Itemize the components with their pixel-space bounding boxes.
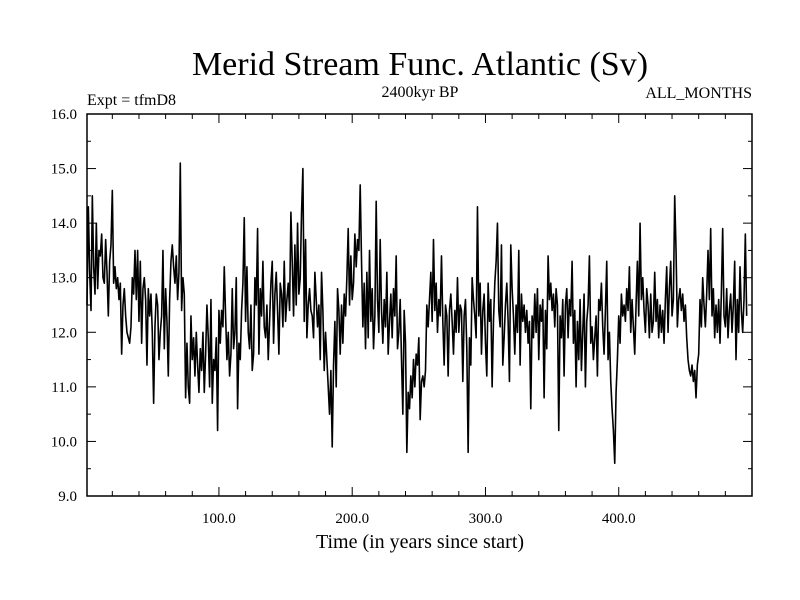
- y-tick-label: 9.0: [58, 489, 77, 505]
- months-label: ALL_MONTHS: [645, 85, 752, 102]
- y-tick-label: 12.0: [51, 325, 77, 341]
- y-axis: 9.0 10.0 11.0 12.0 13.0 14.0 15.0 16.0: [51, 107, 752, 505]
- chart-title: Merid Stream Func. Atlantic (Sv): [192, 46, 648, 83]
- y-tick-label: 14.0: [51, 216, 77, 232]
- plot-frame: [86, 113, 753, 497]
- x-tick-label: 400.0: [602, 511, 636, 527]
- experiment-label: Expt = tfmD8: [87, 92, 176, 109]
- x-tick-label: 200.0: [335, 511, 369, 527]
- y-tick-label: 13.0: [51, 271, 77, 287]
- y-tick-label: 11.0: [51, 380, 77, 396]
- x-axis-label: Time (in years since start): [316, 531, 524, 553]
- series-line: [86, 162, 748, 465]
- x-tick-label: 100.0: [202, 511, 236, 527]
- y-tick-label: 15.0: [51, 162, 77, 178]
- y-tick-label: 10.0: [51, 434, 77, 450]
- period-label: 2400kyr BP: [382, 84, 459, 101]
- x-axis: 100.0 200.0 300.0 400.0: [111, 114, 726, 527]
- y-tick-label: 16.0: [51, 107, 77, 123]
- x-tick-label: 300.0: [469, 511, 503, 527]
